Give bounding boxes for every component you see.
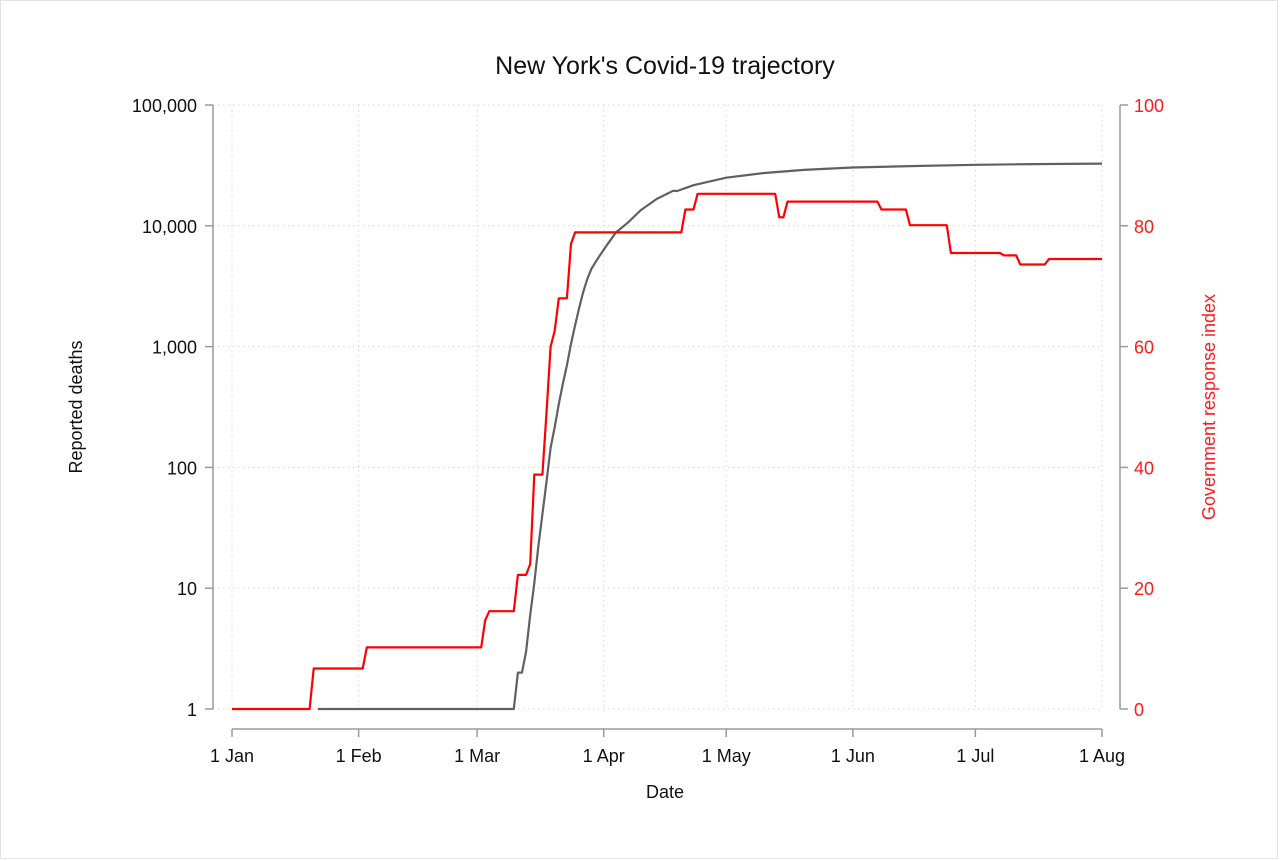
- y-right-tick-label: 40: [1134, 458, 1154, 478]
- chart-title: New York's Covid-19 trajectory: [495, 52, 835, 80]
- grid-layer: [213, 104, 1103, 710]
- axes-layer: [205, 104, 1128, 737]
- series-layer: [232, 162, 1103, 711]
- y-left-tick-label: 10,000: [142, 217, 197, 237]
- y-left-tick-label: 1: [187, 700, 197, 720]
- labels-layer: New York's Covid-19 trajectory Date Repo…: [66, 52, 1219, 802]
- x-axis-title: Date: [646, 782, 684, 802]
- y-left-axis-title: Reported deaths: [66, 340, 86, 473]
- y-right-tick-label: 20: [1134, 579, 1154, 599]
- y-left-tick-label: 1,000: [152, 338, 197, 358]
- series-line-response-index: [232, 192, 1102, 711]
- x-tick-label: 1 Apr: [583, 746, 625, 766]
- y-right-tick-label: 80: [1134, 217, 1154, 237]
- x-tick-label: 1 Jan: [210, 746, 254, 766]
- y-left-tick-label: 100: [167, 458, 197, 478]
- x-tick-label: 1 May: [702, 746, 751, 766]
- y-right-tick-label: 100: [1134, 96, 1164, 116]
- y-right-axis-title: Government response index: [1199, 294, 1219, 520]
- y-right-tick-label: 60: [1134, 338, 1154, 358]
- y-left-tick-label: 10: [177, 579, 197, 599]
- x-tick-label: 1 Jun: [831, 746, 875, 766]
- x-tick-label: 1 Feb: [336, 746, 382, 766]
- x-tick-label: 1 Mar: [454, 746, 500, 766]
- series-line-deaths: [317, 162, 1103, 711]
- y-right-tick-label: 0: [1134, 700, 1144, 720]
- y-left-tick-label: 100,000: [132, 96, 197, 116]
- x-tick-label: 1 Aug: [1079, 746, 1125, 766]
- x-tick-label: 1 Jul: [956, 746, 994, 766]
